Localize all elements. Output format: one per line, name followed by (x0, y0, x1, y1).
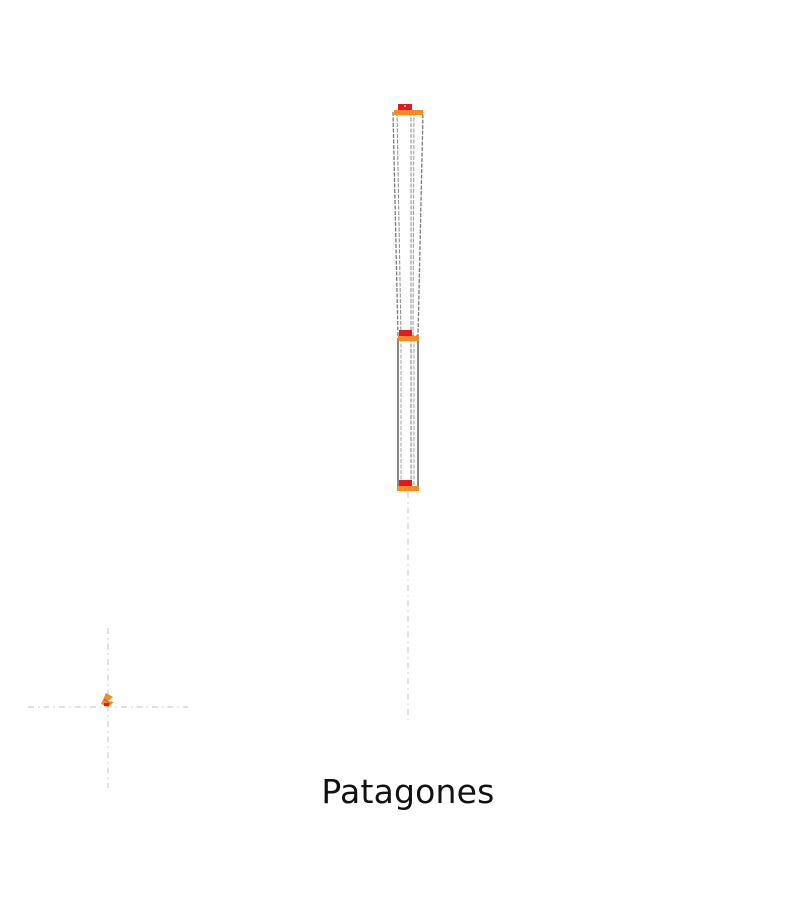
middle-band-orange (398, 336, 419, 341)
upper-inner-line-right (412, 111, 415, 337)
middle-band-red (399, 330, 412, 336)
marker-glyph-red (104, 703, 109, 706)
bottom-band-orange (397, 486, 419, 491)
top-band-orange (394, 110, 423, 115)
upper-section (392, 111, 424, 337)
lower-section (397, 338, 419, 489)
crosshair-marker (28, 628, 188, 788)
top-band (394, 104, 423, 115)
marker-glyph-stroke (103, 698, 111, 705)
diagram-title: Patagones (321, 772, 495, 811)
bottom-band (397, 480, 419, 491)
top-band-red-dot (404, 105, 406, 107)
upper-inner-line-left (396, 111, 402, 337)
bottom-band-red (399, 480, 412, 486)
middle-band (398, 330, 419, 341)
